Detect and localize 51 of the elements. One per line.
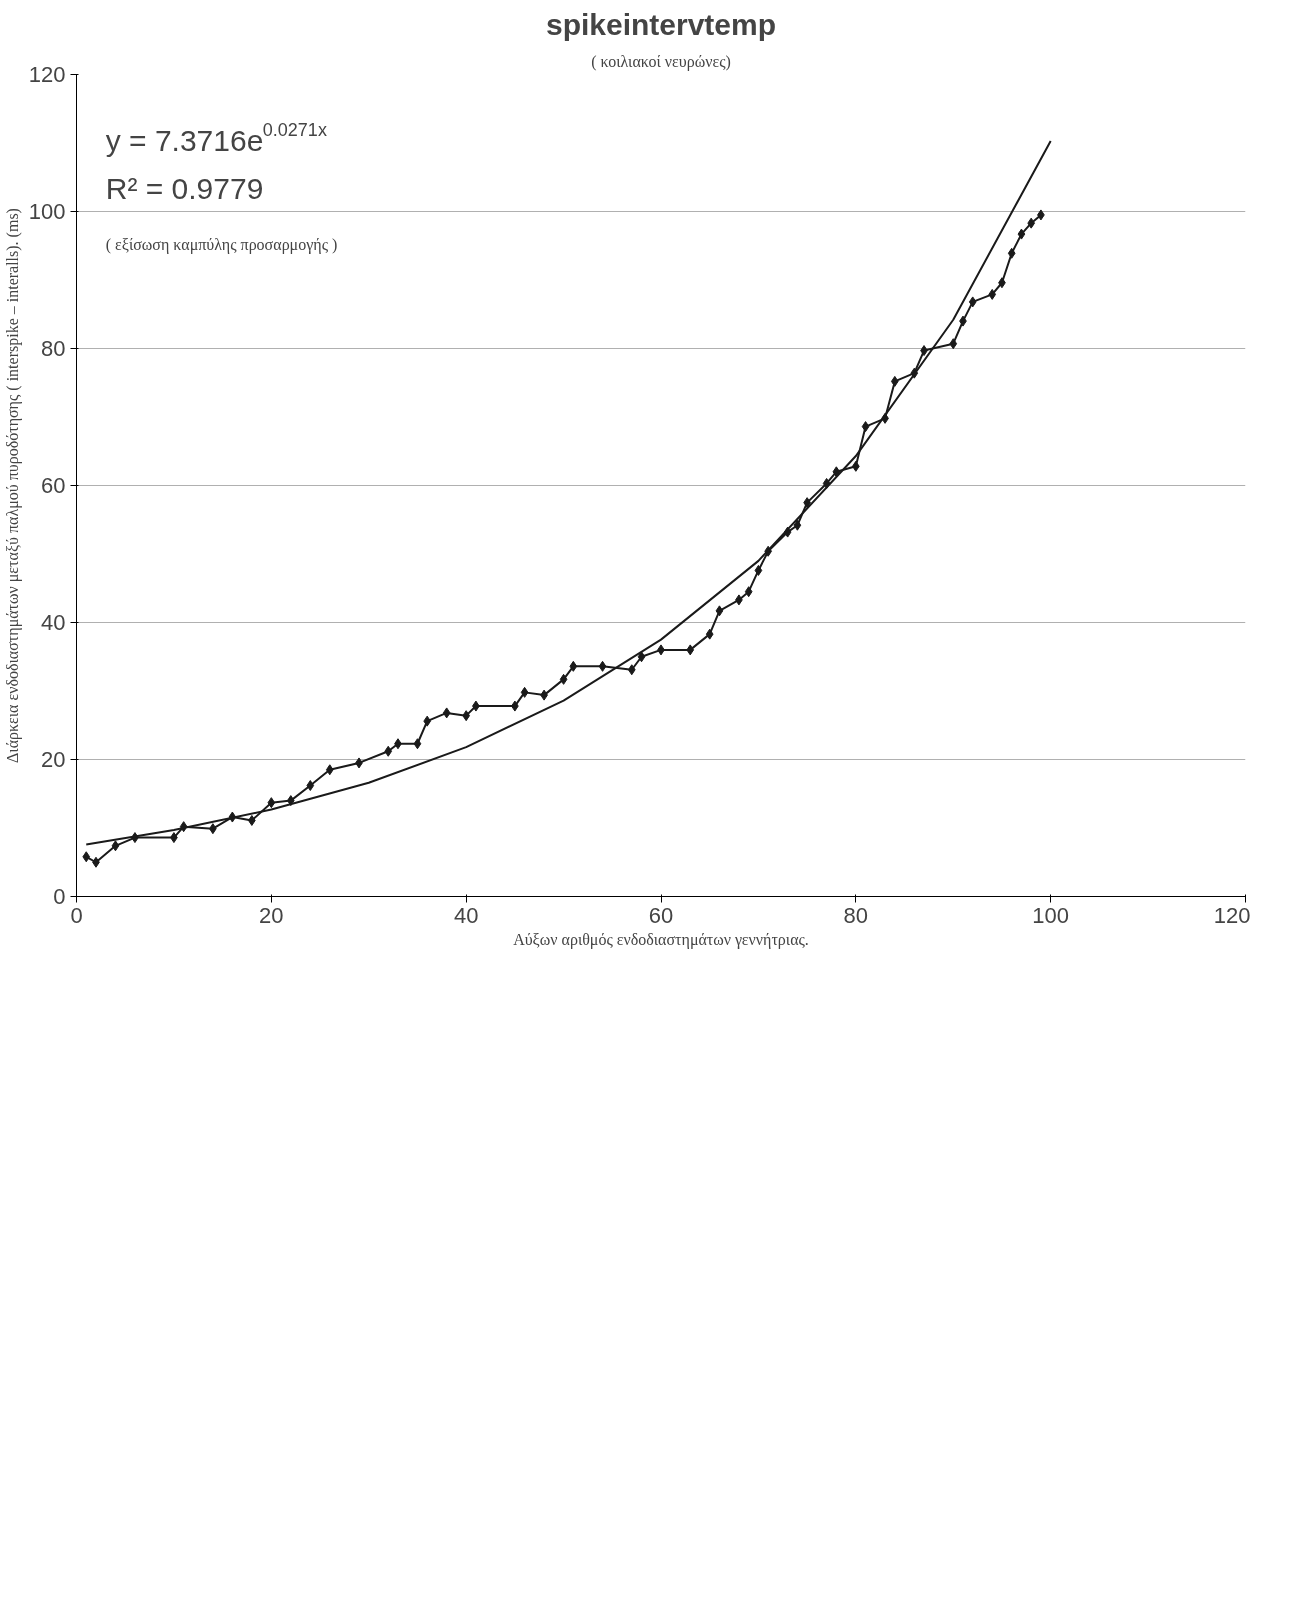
x-tick-label: 0 (70, 902, 83, 928)
point (1027, 217, 1036, 229)
point (715, 605, 724, 617)
point (744, 586, 753, 598)
y-tick-label: 120 (28, 62, 66, 87)
point (598, 660, 607, 672)
y-tick-label: 100 (28, 199, 66, 224)
point (423, 715, 432, 727)
point (111, 840, 120, 852)
point (861, 421, 870, 433)
point (686, 644, 695, 656)
point (559, 673, 568, 685)
point (267, 797, 276, 809)
point (1017, 228, 1026, 240)
y-tick-label: 0 (53, 884, 66, 909)
y-tick-label: 40 (41, 610, 66, 635)
point (949, 338, 958, 350)
x-tick-label: 120 (1213, 902, 1251, 928)
x-tick-label: 20 (259, 902, 284, 928)
point (627, 664, 636, 676)
y-axis-title: Διάρκεια ενδοδιαστημάτων μεταξύ παλμού πυροδότησης ( interspike – interalls). (ms) (3, 208, 22, 763)
point (988, 288, 997, 300)
point (890, 375, 899, 387)
point (413, 738, 422, 750)
x-tick-label: 40 (453, 902, 479, 928)
point (82, 851, 91, 863)
x-tick-label: 100 (1032, 902, 1070, 928)
y-tick-label: 80 (41, 336, 66, 361)
point (325, 764, 334, 776)
point (1007, 247, 1016, 259)
annotation: R² = 0.9779 (105, 171, 264, 205)
x-tick-label: 80 (843, 902, 869, 928)
chart-subtitle: ( κοιλιακοί νευρώνες) (591, 52, 731, 71)
point (520, 686, 529, 698)
annotation: ( εξίσωση καμπύλης προσαρμογής ) (105, 235, 338, 254)
x-axis-title: Αύξων αριθμός ενδοδιαστημάτων γεννήτριας. (513, 930, 809, 949)
y-tick-label: 20 (41, 747, 66, 772)
point (442, 707, 451, 719)
chart-title: spikeintervtemp (545, 7, 777, 41)
point (968, 296, 977, 308)
point (569, 660, 578, 672)
y-tick-label: 60 (41, 473, 66, 498)
x-tick-label: 60 (648, 902, 674, 928)
point (705, 628, 714, 640)
point (637, 651, 646, 663)
point (793, 519, 802, 531)
point (754, 564, 763, 576)
point (306, 780, 315, 792)
point (286, 795, 295, 807)
point (384, 745, 393, 757)
point (832, 466, 841, 478)
